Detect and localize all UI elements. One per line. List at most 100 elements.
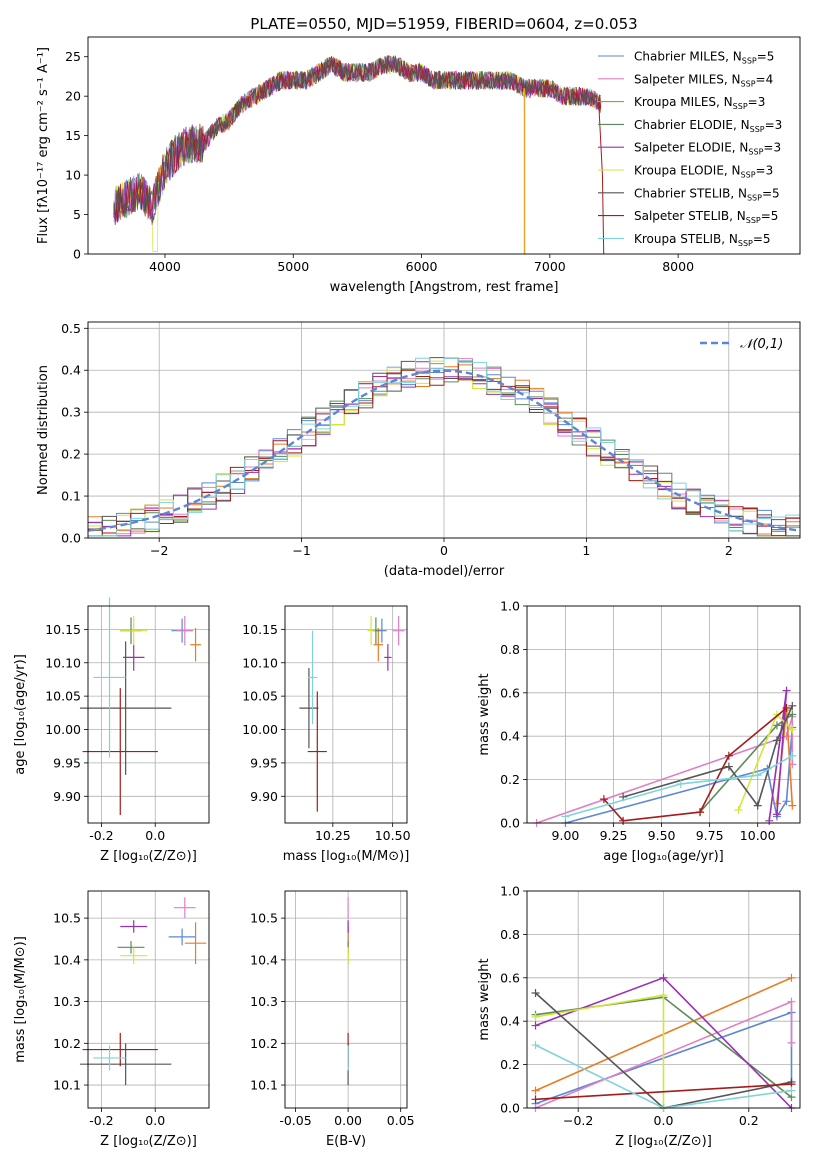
x-axis-label: wavelength [Angstrom, rest frame] (330, 280, 559, 295)
weight-marker (782, 703, 791, 712)
y-tick-label: 1.0 (500, 884, 520, 899)
y-tick-label: 10.5 (250, 911, 278, 926)
y-tick-label: 0 (73, 247, 81, 262)
normal-curve (87, 369, 801, 532)
weight-marker (753, 771, 762, 780)
weight-line (603, 707, 788, 822)
x-tick-label: -0.05 (279, 1113, 311, 1128)
y-tick-label: 10.5 (53, 911, 81, 926)
mass_vs_ebv-panel: -0.05 0.00 0.05 10.1 10.2 10.3 10.4 10.5 E(B-V) (250, 890, 415, 1149)
weight-marker (531, 1021, 540, 1030)
legend-label: Salpeter MILES, NSSP=4 (634, 72, 773, 88)
legend-label-sub: SSP (742, 57, 757, 66)
x-tick-label: 9.00 (552, 828, 580, 843)
weight-marker (772, 721, 781, 730)
x-tick-label: 4000 (149, 259, 181, 274)
legend-label: Salpeter STELIB, NSSP=5 (634, 209, 778, 225)
weight-marker (531, 988, 540, 997)
y-tick-label: 0.6 (500, 685, 520, 700)
weight-marker (765, 816, 774, 825)
y-tick-label: 10.3 (250, 994, 278, 1009)
x-tick-label: 10.50 (375, 828, 411, 843)
weight-marker (788, 710, 797, 719)
weight-marker (753, 801, 762, 810)
legend-label-sub: SSP (741, 171, 756, 180)
x-tick-label: 1 (582, 543, 590, 558)
plot-frame (87, 321, 801, 539)
x-tick-label: 10.25 (315, 828, 351, 843)
plot-frame (284, 605, 408, 824)
legend-label-main: Salpeter MILES, N (634, 72, 741, 86)
legend-label-end: =3 (748, 95, 766, 109)
legend-label: Salpeter ELODIE, NSSP=3 (634, 141, 781, 157)
y-axis-label: Normed distribution (36, 365, 51, 495)
weight-marker (561, 812, 570, 821)
spectrum-panel: 4000 5000 6000 7000 8000 0 5 10 15 20 25 wavelength… (36, 36, 801, 295)
legend-label-sub: SSP (750, 125, 765, 134)
y-tick-label: 0.8 (500, 927, 520, 942)
y-tick-label: 15 (65, 128, 81, 143)
x-tick-label: −2 (150, 543, 168, 558)
y-tick-label: 10.1 (53, 1078, 81, 1093)
weight-marker (772, 736, 781, 745)
x-tick-label: 0 (440, 543, 448, 558)
x-tick-label: -0.2 (89, 1113, 113, 1128)
legend-label-sub: SSP (738, 239, 753, 248)
plot-frame (284, 890, 408, 1109)
legend-label-main: Kroupa MILES, N (634, 95, 733, 109)
y-tick-label: 10.4 (250, 952, 278, 967)
legend-label: Kroupa MILES, NSSP=3 (634, 95, 765, 111)
y-tick-label: 5 (73, 207, 81, 222)
weight-marker (619, 816, 628, 825)
weight-line (535, 1083, 792, 1101)
weight-line (622, 705, 794, 808)
x-tick-label: 0.00 (334, 1113, 362, 1128)
y-tick-label: 0.0 (500, 816, 520, 831)
x-axis-label: Z [log₁₀(Z/Z⊙)] (100, 849, 197, 864)
legend-label-sub: SSP (747, 193, 762, 202)
age_vs_mass-panel: 10.25 10.50 9.90 9.95 10.00 10.05 10.10 10.15 ma… (242, 605, 411, 864)
y-tick-label: 0.0 (61, 531, 81, 546)
weight-marker (788, 751, 797, 760)
y-tick-label: 0.2 (500, 1057, 520, 1072)
plot-frame (526, 890, 801, 1109)
legend-label: Chabrier MILES, NSSP=5 (634, 50, 774, 66)
y-tick-label: 10.1 (250, 1078, 278, 1093)
y-tick-label: 9.95 (53, 755, 81, 770)
weight-marker (659, 973, 668, 982)
y-tick-label: 0.8 (500, 642, 520, 657)
y-tick-label: 10.00 (242, 722, 278, 737)
y-tick-label: 0.2 (500, 772, 520, 787)
x-tick-label: 0.2 (739, 1113, 759, 1128)
y-tick-label: 10.15 (45, 622, 81, 637)
y-tick-label: 25 (65, 49, 81, 64)
legend-label-main: Kroupa ELODIE, N (634, 164, 741, 178)
legend-label-end: =3 (763, 141, 781, 155)
legend-label-sub: SSP (741, 79, 756, 88)
y-tick-label: 10.2 (53, 1036, 81, 1051)
x-tick-label: −0.2 (563, 1113, 593, 1128)
x-tick-label: 0.0 (145, 1113, 165, 1128)
y-axis-label: Flux [fλ10⁻¹⁷ erg cm⁻² s⁻¹ A⁻¹] (36, 47, 51, 244)
legend-label-sub: SSP (733, 102, 748, 111)
x-axis-label: Z [log₁₀(Z/Z⊙)] (100, 1134, 197, 1149)
legend-label-sub: SSP (748, 148, 763, 157)
y-tick-label: 0.6 (500, 970, 520, 985)
legend-label-main: Salpeter STELIB, N (634, 209, 746, 223)
weight-marker (531, 1041, 540, 1050)
legend-label: Kroupa STELIB, NSSP=5 (634, 232, 771, 248)
x-tick-label: 0.0 (145, 828, 165, 843)
plot-frame (87, 890, 210, 1109)
y-tick-label: 9.90 (53, 789, 81, 804)
weight-marker (788, 701, 797, 710)
y-tick-label: 10.05 (242, 689, 278, 704)
legend-label: Chabrier ELODIE, NSSP=3 (634, 118, 782, 134)
y-tick-label: 1.0 (500, 599, 520, 614)
weight-marker (599, 795, 608, 804)
legend-label-end: =3 (756, 164, 774, 178)
x-tick-label: 2 (725, 543, 733, 558)
x-axis-label: (data-model)/error (384, 564, 505, 579)
weight-marker (787, 973, 796, 982)
weight-marker (787, 1038, 796, 1047)
